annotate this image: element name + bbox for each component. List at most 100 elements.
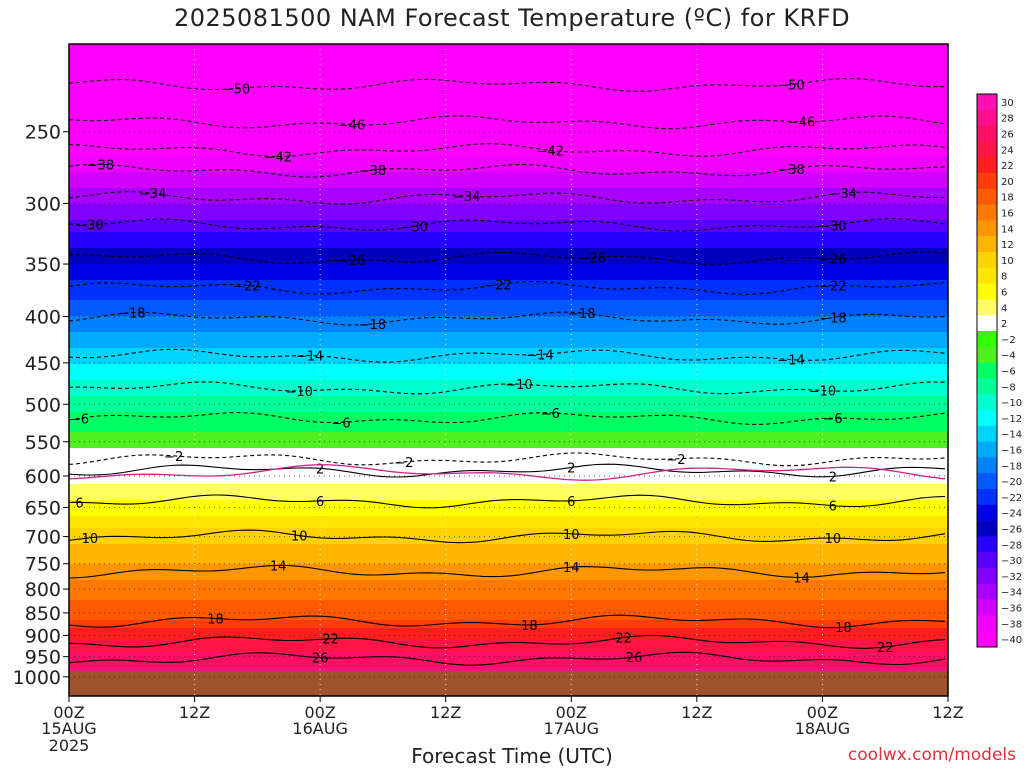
temperature-band (69, 564, 948, 569)
y-tick-label: 700 (25, 527, 61, 549)
colorbar-cell (977, 188, 997, 205)
temperature-band (69, 516, 948, 521)
colorbar-cell (977, 631, 997, 648)
temperature-band (69, 332, 948, 337)
temperature-band (69, 560, 948, 565)
temperature-band (69, 656, 948, 661)
temperature-band (69, 96, 948, 101)
temperature-band (69, 484, 948, 489)
contour-label: −10 (809, 384, 836, 399)
colorbar-cell (977, 473, 997, 490)
temperature-band (69, 204, 948, 209)
contour-label: 26 (312, 652, 329, 667)
colorbar-label: 26 (1001, 130, 1014, 141)
temperature-band (69, 600, 948, 605)
y-tick-label: 800 (25, 579, 61, 601)
temperature-band (69, 252, 948, 257)
temperature-band (69, 544, 948, 549)
temperature-band (69, 124, 948, 129)
temperature-band (69, 524, 948, 529)
contour-label: −2 (666, 453, 685, 468)
temperature-band (69, 608, 948, 613)
temperature-band (69, 236, 948, 241)
temperature-band (69, 88, 948, 93)
contour-label: −30 (401, 220, 428, 235)
temperature-band (69, 628, 948, 633)
x-tick-date: 15AUG (41, 719, 96, 738)
temperature-band (69, 84, 948, 89)
contour-label: 18 (207, 612, 224, 627)
x-tick-year: 2025 (49, 736, 90, 755)
temperature-band (69, 240, 948, 245)
contour-label: 6 (829, 500, 837, 515)
contour-label: 22 (322, 633, 339, 648)
colorbar-cell (977, 331, 997, 348)
contour-label: 10 (82, 532, 99, 547)
colorbar-cell (977, 615, 997, 632)
colorbar-cell (977, 315, 997, 332)
contour-line (68, 529, 946, 544)
temperature-band (69, 268, 948, 273)
contour-label: 22 (615, 631, 632, 646)
temperature-band (69, 552, 948, 557)
colorbar-label: 14 (1001, 224, 1014, 235)
colorbar-cell (977, 520, 997, 537)
temperature-band (69, 668, 948, 673)
ground-surface (69, 670, 948, 696)
temperature-band (69, 280, 948, 285)
colorbar-label: 2 (1001, 319, 1007, 330)
contour-line (68, 614, 946, 629)
x-axis-label: Forecast Time (UTC) (411, 744, 613, 768)
colorbar-frame (976, 93, 998, 648)
temperature-band (69, 428, 948, 433)
temperature-band (69, 604, 948, 609)
temperature-band (69, 412, 948, 417)
temperature-band (69, 340, 948, 345)
temperature-band (69, 312, 948, 317)
temperature-band (69, 256, 948, 261)
temperature-band (69, 108, 948, 113)
contour-label: −26 (819, 253, 846, 268)
chart-title: 2025081500 NAM Forecast Temperature (ºC)… (173, 4, 851, 32)
temperature-band (69, 292, 948, 297)
colorbar-label: −10 (1001, 398, 1022, 409)
temperature-band (69, 168, 948, 173)
temperature-band (69, 500, 948, 505)
colorbar-label: 6 (1001, 288, 1007, 299)
temperature-band (69, 348, 948, 353)
temperature-band (69, 384, 948, 389)
temperature-band (69, 440, 948, 445)
temperature-band (69, 576, 948, 581)
temperature-band (69, 636, 948, 641)
colorbar-label: −26 (1001, 525, 1022, 536)
freezing-level-line (68, 464, 946, 481)
colorbar-cell (977, 504, 997, 521)
temperature-band (69, 100, 948, 105)
temperature-band (69, 188, 948, 193)
temperature-band (69, 80, 948, 85)
credit-text: coolwx.com/models (847, 745, 1016, 765)
y-tick-label: 350 (25, 254, 61, 276)
colorbar-cell (977, 252, 997, 269)
x-tick-label: 00Z (807, 703, 838, 722)
colorbar-cell (977, 283, 997, 300)
x-tick-label: 12Z (932, 703, 963, 722)
temperature-band (69, 344, 948, 349)
y-tick-label: 1000 (13, 667, 61, 689)
colorbar-label: −38 (1001, 619, 1022, 630)
temperature-band (69, 264, 948, 269)
contour-label: −38 (359, 164, 386, 179)
temperature-band (69, 248, 948, 253)
contour-label: −18 (118, 307, 145, 322)
contour-label: 14 (270, 559, 287, 574)
contour-label: 18 (835, 621, 852, 636)
colorbar-label: −2 (1001, 335, 1016, 346)
x-tick-label: 12Z (681, 703, 712, 722)
temperature-band (69, 336, 948, 341)
contour-label: 14 (563, 561, 580, 576)
temperature-band (69, 652, 948, 657)
temperature-band (69, 224, 948, 229)
temperature-band (69, 456, 948, 461)
temperature-band (69, 260, 948, 265)
colorbar-label: −30 (1001, 556, 1022, 567)
